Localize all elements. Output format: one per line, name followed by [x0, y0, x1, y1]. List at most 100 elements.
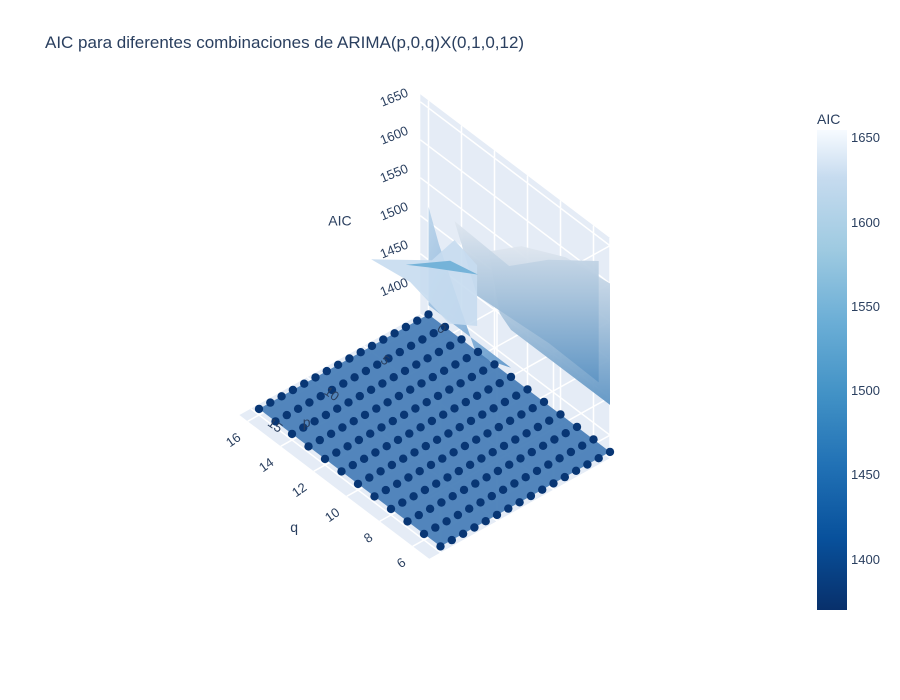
- data-point: [449, 448, 458, 457]
- data-point: [355, 391, 364, 401]
- data-point: [521, 473, 530, 482]
- data-point: [372, 404, 381, 413]
- data-point: [339, 379, 348, 388]
- data-point: [282, 410, 291, 420]
- data-point: [410, 448, 419, 457]
- x-tick-label: 15: [265, 415, 285, 436]
- colorbar-tick-label: 1600: [851, 214, 880, 230]
- data-point: [413, 316, 422, 325]
- data-point: [424, 310, 433, 319]
- data-point: [489, 404, 498, 413]
- data-point: [436, 542, 445, 551]
- data-point: [605, 447, 615, 457]
- data-point: [504, 504, 513, 513]
- data-point: [472, 391, 482, 400]
- data-point: [419, 529, 429, 539]
- data-point: [532, 466, 542, 476]
- data-point: [348, 460, 357, 470]
- data-point: [492, 510, 502, 520]
- y-tick-label: 8: [361, 529, 376, 545]
- data-point: [288, 385, 298, 395]
- data-point: [365, 473, 374, 482]
- data-point: [467, 372, 477, 382]
- data-point: [495, 379, 504, 388]
- data-point: [390, 329, 399, 338]
- data-point: [594, 454, 603, 463]
- data-point: [354, 435, 364, 445]
- data-point: [498, 485, 508, 494]
- data-point: [350, 373, 359, 382]
- data-point: [332, 448, 341, 457]
- data-point: [326, 429, 336, 438]
- data-point: [506, 372, 516, 382]
- data-point: [421, 441, 430, 451]
- data-point: [333, 404, 342, 413]
- surface-floor: [259, 314, 610, 547]
- chart-title: AIC para diferentes combinaciones de ARI…: [45, 33, 525, 52]
- data-point: [373, 360, 382, 369]
- data-point: [327, 385, 337, 395]
- data-point: [453, 510, 463, 520]
- colorbar-tick-label: 1650: [851, 130, 880, 146]
- data-point: [482, 473, 491, 482]
- data-point: [320, 454, 330, 464]
- data-point: [399, 410, 409, 419]
- data-point: [433, 391, 443, 401]
- data-point: [533, 422, 543, 432]
- data-point: [405, 429, 414, 438]
- data-point: [465, 504, 474, 513]
- data-point: [392, 479, 402, 488]
- y-axis-title: q: [290, 519, 298, 535]
- data-point: [366, 385, 376, 394]
- data-point: [403, 517, 412, 526]
- data-point: [254, 404, 264, 414]
- data-point: [589, 435, 598, 444]
- data-point: [427, 416, 437, 426]
- data-point: [471, 479, 480, 488]
- data-point: [399, 454, 408, 463]
- data-point: [377, 423, 386, 432]
- data-point: [423, 354, 432, 363]
- data-point: [505, 416, 515, 425]
- plot-scene: [239, 94, 615, 559]
- data-point: [420, 485, 430, 495]
- data-point: [379, 335, 388, 344]
- data-point: [479, 366, 488, 375]
- data-point: [455, 423, 464, 432]
- data-point: [439, 366, 449, 375]
- colorbar-tick-label: 1450: [851, 467, 880, 483]
- data-point: [434, 347, 444, 357]
- data-point: [383, 398, 392, 407]
- data-point: [337, 467, 346, 476]
- data-point: [432, 435, 442, 444]
- data-point: [395, 347, 404, 357]
- data-point: [457, 335, 466, 344]
- data-point: [370, 492, 379, 501]
- data-point: [466, 416, 476, 426]
- data-point: [300, 379, 309, 388]
- data-point: [545, 416, 554, 425]
- data-point: [472, 435, 481, 444]
- data-point: [439, 410, 448, 419]
- data-point: [311, 373, 320, 382]
- data-point: [371, 448, 380, 457]
- data-point: [316, 392, 325, 401]
- data-point: [522, 429, 531, 438]
- data-point: [476, 498, 485, 507]
- data-point: [454, 466, 463, 476]
- data-point: [459, 485, 469, 495]
- data-point: [353, 479, 363, 489]
- data-point: [360, 410, 370, 420]
- z-tick-label: 1650: [378, 85, 410, 110]
- data-point: [416, 423, 425, 432]
- colorbar-tick-label: 1500: [851, 383, 880, 399]
- data-point: [450, 404, 459, 413]
- data-point: [555, 454, 564, 463]
- data-point: [444, 429, 453, 438]
- data-point: [539, 397, 549, 407]
- data-point: [426, 460, 436, 470]
- data-point: [398, 498, 407, 507]
- z-axis-title: AIC: [328, 213, 351, 229]
- data-point: [384, 354, 393, 363]
